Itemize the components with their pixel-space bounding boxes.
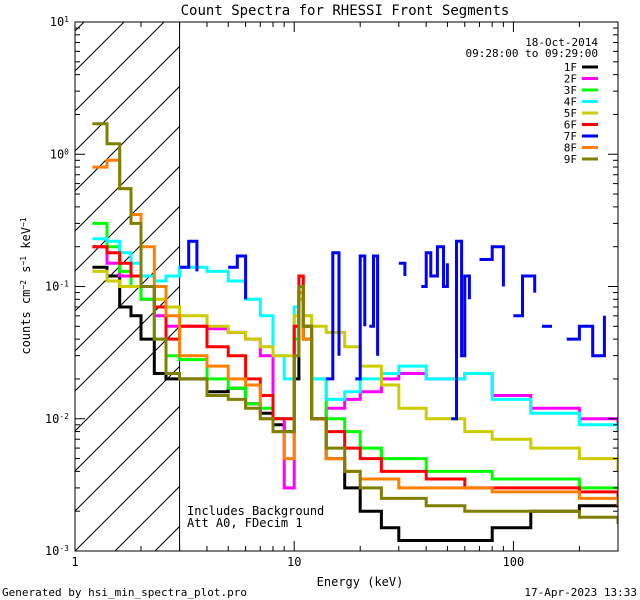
series-7F <box>179 239 606 421</box>
legend-label-8F: 8F <box>564 142 577 155</box>
series-line-7F <box>451 239 471 421</box>
y-tick-label: 10-2 <box>45 411 69 426</box>
hatch-line <box>75 445 180 551</box>
series-line-5F <box>92 269 618 472</box>
hatch-line <box>75 405 180 512</box>
series-line-7F <box>355 254 367 381</box>
series-line-7F <box>513 274 537 318</box>
series-line-2F <box>92 245 618 490</box>
series-line-7F <box>479 245 505 287</box>
legend-label-2F: 2F <box>564 73 577 86</box>
legend-label-4F: 4F <box>564 96 577 109</box>
x-tick-label: 100 <box>503 555 525 569</box>
x-tick-label: 1 <box>71 555 78 569</box>
series-2F <box>92 245 618 490</box>
hatch-line <box>75 45 180 152</box>
legend-label-5F: 5F <box>564 107 577 120</box>
series-layer <box>92 122 618 542</box>
series-line-7F <box>369 254 380 356</box>
legend-label-1F: 1F <box>564 61 577 74</box>
legend-label-7F: 7F <box>564 130 577 143</box>
series-line-7F <box>566 315 606 358</box>
info-time-range: 09:28:00 to 09:29:00 <box>466 47 598 60</box>
series-line-8F <box>92 158 618 506</box>
y-axis-label: counts cm−2 s−1 keV−1 <box>19 217 34 354</box>
y-tick-label: 10-1 <box>45 279 69 294</box>
hatch-line <box>75 22 85 32</box>
chart-title: Count Spectra for RHESSI Front Segments <box>181 3 510 19</box>
annotation-background: Includes Background <box>187 504 324 518</box>
footer-generator: Generated by hsi_min_spectra_plot.pro <box>2 586 247 599</box>
annotation-attenuator: Att A0, FDecim 1 <box>187 516 303 530</box>
series-line-7F <box>326 251 341 381</box>
x-axis-label: Energy (keV) <box>317 575 404 589</box>
hatch-line <box>75 85 180 192</box>
series-8F <box>92 158 618 506</box>
series-line-7F <box>398 261 407 276</box>
x-tick-label: 10 <box>287 555 301 569</box>
series-line-7F <box>228 254 248 300</box>
info-date: 18-Oct-2014 <box>525 36 598 49</box>
y-tick-label: 101 <box>50 15 69 30</box>
series-line-7F <box>179 239 199 272</box>
series-line-9F <box>92 122 618 524</box>
legend-label-6F: 6F <box>564 119 577 132</box>
series-9F <box>92 122 618 524</box>
footer-timestamp: 17-Apr-2023 13:33 <box>524 586 637 599</box>
hatch-line <box>75 365 180 472</box>
y-tick-label: 10-3 <box>45 544 69 559</box>
legend-label-3F: 3F <box>564 84 577 97</box>
legend-label-9F: 9F <box>564 153 577 166</box>
hatch-line <box>75 205 180 312</box>
hatch-line <box>75 22 165 112</box>
series-5F <box>92 269 618 472</box>
y-tick-label: 100 <box>50 147 69 162</box>
hatched-region <box>75 22 180 551</box>
series-line-7F <box>421 245 449 288</box>
axes: 1 10 100 10-3 10-2 10-1 100 101 <box>45 15 619 569</box>
